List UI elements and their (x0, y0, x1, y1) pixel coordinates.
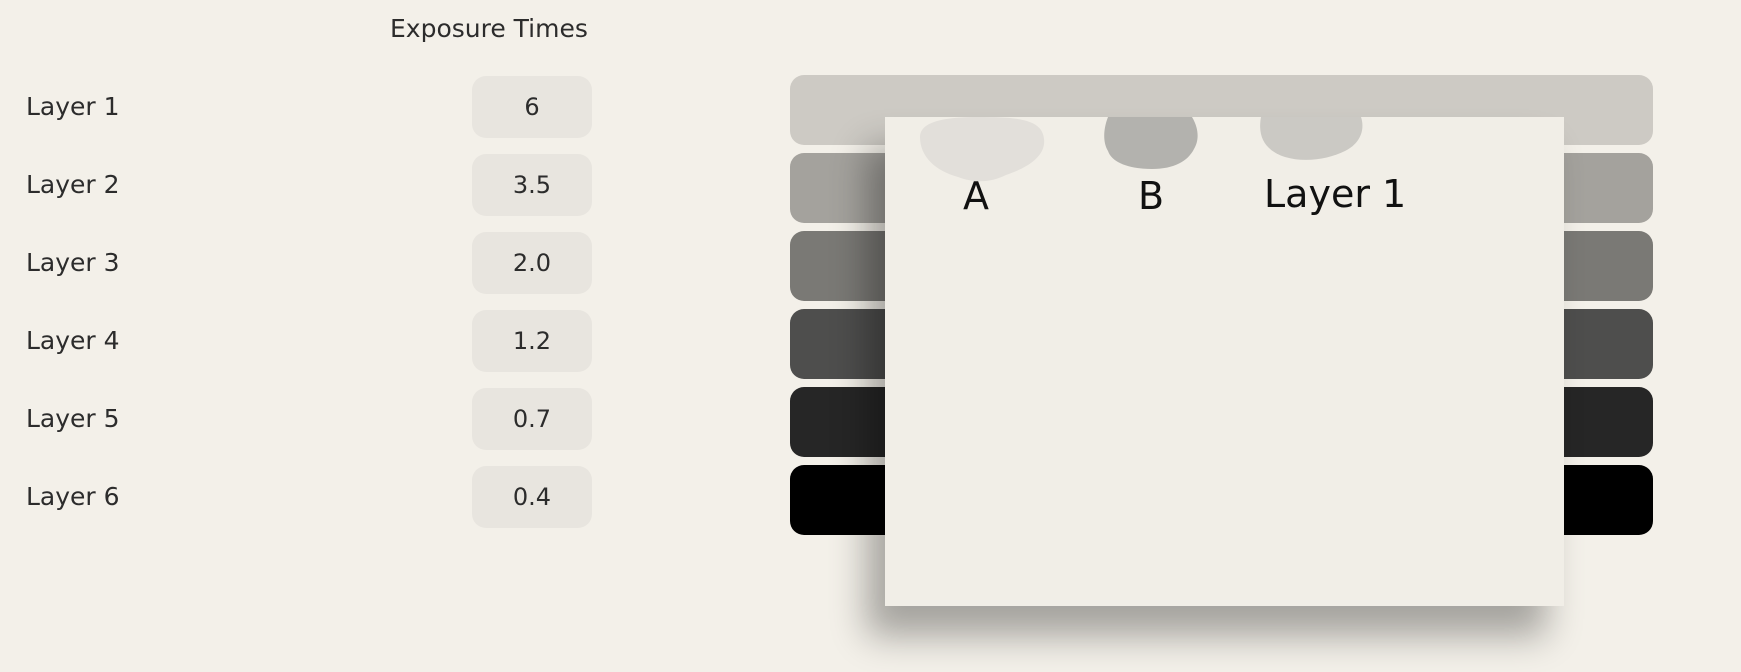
layer-label-2: Layer 2 (26, 170, 120, 199)
swatch-layer-1[interactable] (1257, 117, 1367, 163)
layer-label-4: Layer 4 (26, 326, 120, 355)
exposure-time-field-6[interactable]: 0.4 (472, 466, 592, 528)
swatch-layer-1-label: Layer 1 (1264, 172, 1407, 216)
swatch-b[interactable] (1102, 117, 1202, 171)
swatch-a-label: A (963, 174, 989, 218)
exposure-time-field-4[interactable]: 1.2 (472, 310, 592, 372)
swatch-panel: A B Layer 1 (885, 117, 1564, 606)
exposure-times-header: Exposure Times (390, 14, 588, 43)
exposure-time-field-3[interactable]: 2.0 (472, 232, 592, 294)
layer-label-1: Layer 1 (26, 92, 120, 121)
exposure-time-field-2[interactable]: 3.5 (472, 154, 592, 216)
layer-label-5: Layer 5 (26, 404, 120, 433)
swatch-b-label: B (1138, 174, 1165, 218)
layer-label-3: Layer 3 (26, 248, 120, 277)
layer-label-6: Layer 6 (26, 482, 120, 511)
swatch-a[interactable] (918, 117, 1048, 185)
exposure-time-field-5[interactable]: 0.7 (472, 388, 592, 450)
exposure-time-field-1[interactable]: 6 (472, 76, 592, 138)
